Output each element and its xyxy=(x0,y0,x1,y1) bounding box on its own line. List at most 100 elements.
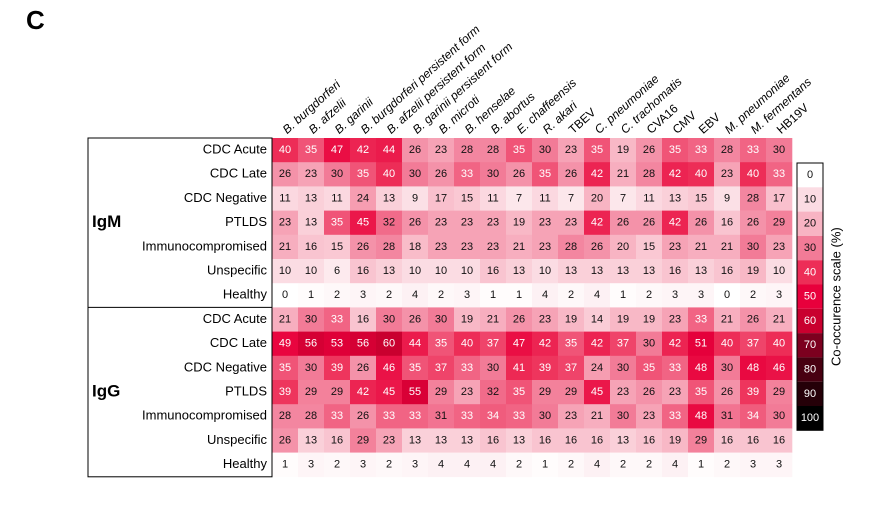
heatmap-cell xyxy=(662,186,689,211)
heatmap-cell xyxy=(714,428,741,453)
heatmap-cell xyxy=(402,307,429,332)
cell-value: 37 xyxy=(487,338,499,350)
cell-value: 42 xyxy=(357,144,369,156)
heatmap-cell xyxy=(402,404,429,429)
colorbar-cell xyxy=(797,381,823,406)
cell-value: 30 xyxy=(487,168,499,180)
cell-value: 11 xyxy=(643,192,654,204)
heatmap-cell xyxy=(610,234,637,260)
cell-value: 30 xyxy=(643,338,655,350)
cell-value: 37 xyxy=(435,362,447,374)
cell-value: 23 xyxy=(565,410,577,422)
heatmap-cell xyxy=(506,210,533,236)
heatmap-cell xyxy=(454,355,481,381)
colorbar-tick-label: 70 xyxy=(804,339,816,351)
cell-value: 19 xyxy=(669,434,681,446)
heatmap-cell xyxy=(662,307,689,332)
heatmap-cell xyxy=(688,259,715,284)
cell-value: 19 xyxy=(617,313,629,325)
cell-value: 28 xyxy=(487,144,499,156)
row-label: CDC Negative xyxy=(184,190,267,205)
heatmap-cell xyxy=(506,283,533,308)
heatmap-cell xyxy=(584,138,611,163)
heatmap-cell xyxy=(376,452,403,478)
heatmap-cell xyxy=(766,186,793,211)
heatmap-cell xyxy=(298,234,325,260)
heatmap-cell xyxy=(376,259,403,284)
cell-value: 9 xyxy=(412,192,418,204)
heatmap-cell xyxy=(454,234,481,260)
cell-value: 33 xyxy=(513,410,525,422)
heatmap-cell xyxy=(766,162,793,187)
cell-value: 23 xyxy=(721,168,733,180)
heatmap-cell xyxy=(402,331,429,357)
heatmap-cell xyxy=(558,307,585,332)
heatmap-cell xyxy=(298,307,325,332)
cell-value: 13 xyxy=(513,434,525,446)
heatmap-cell xyxy=(636,234,663,260)
heatmap-cell xyxy=(324,428,351,453)
cell-value: 29 xyxy=(305,386,317,398)
heatmap-cell xyxy=(298,380,325,405)
cell-value: 60 xyxy=(383,338,395,350)
cell-value: 11 xyxy=(487,192,498,204)
heatmap-cell xyxy=(532,307,559,332)
heatmap-cell xyxy=(714,234,741,260)
row-label: CDC Late xyxy=(210,166,267,181)
cell-value: 39 xyxy=(539,362,551,374)
cell-value: 13 xyxy=(435,434,447,446)
heatmap-cell xyxy=(558,162,585,187)
heatmap-cell xyxy=(584,428,611,453)
cell-value: 23 xyxy=(669,241,681,253)
cell-value: 14 xyxy=(591,313,603,325)
cell-value: 21 xyxy=(695,241,707,253)
heatmap-cell xyxy=(688,283,715,308)
heatmap-cell xyxy=(662,234,689,260)
heatmap-cell xyxy=(402,234,429,260)
cell-value: 35 xyxy=(513,144,525,156)
heatmap-cell xyxy=(350,404,377,429)
heatmap-cell xyxy=(558,210,585,236)
cell-value: 31 xyxy=(435,410,447,422)
heatmap-cell xyxy=(558,428,585,453)
heatmap-cell xyxy=(324,162,351,187)
cell-value: 17 xyxy=(435,192,447,204)
cell-value: 21 xyxy=(773,313,785,325)
heatmap-cell xyxy=(714,404,741,429)
heatmap-cell xyxy=(298,355,325,381)
heatmap-cell xyxy=(480,452,507,478)
heatmap-cell xyxy=(428,428,455,453)
cell-value: 23 xyxy=(461,386,473,398)
cell-value: 30 xyxy=(773,144,785,156)
cell-value: 26 xyxy=(643,217,655,229)
row-label: Immunocompromised xyxy=(142,408,267,423)
heatmap-cell xyxy=(766,210,793,236)
heatmap-cell xyxy=(272,162,299,187)
cell-value: 2 xyxy=(438,289,444,301)
cell-value: 45 xyxy=(357,217,369,229)
heatmap-cell xyxy=(272,452,299,478)
colorbar-cell xyxy=(797,406,823,431)
heatmap-cell xyxy=(298,210,325,236)
cell-value: 33 xyxy=(669,362,681,374)
cell-value: 49 xyxy=(279,338,291,350)
cell-value: 53 xyxy=(331,338,343,350)
heatmap-cell xyxy=(402,138,429,163)
cell-value: 31 xyxy=(721,410,733,422)
cell-value: 32 xyxy=(383,217,395,229)
cell-value: 23 xyxy=(487,217,499,229)
heatmap-cell xyxy=(662,259,689,284)
heatmap-cell xyxy=(740,355,767,381)
heatmap-cell xyxy=(480,138,507,163)
cell-value: 19 xyxy=(565,313,577,325)
heatmap-cell xyxy=(688,428,715,453)
cell-value: 35 xyxy=(513,386,525,398)
cell-value: 28 xyxy=(461,144,473,156)
heatmap-cell xyxy=(636,380,663,405)
heatmap-cell xyxy=(376,380,403,405)
cell-value: 35 xyxy=(695,386,707,398)
heatmap-cell xyxy=(298,452,325,478)
cell-value: 26 xyxy=(279,168,291,180)
heatmap-cell xyxy=(688,452,715,478)
cell-value: 28 xyxy=(305,410,317,422)
